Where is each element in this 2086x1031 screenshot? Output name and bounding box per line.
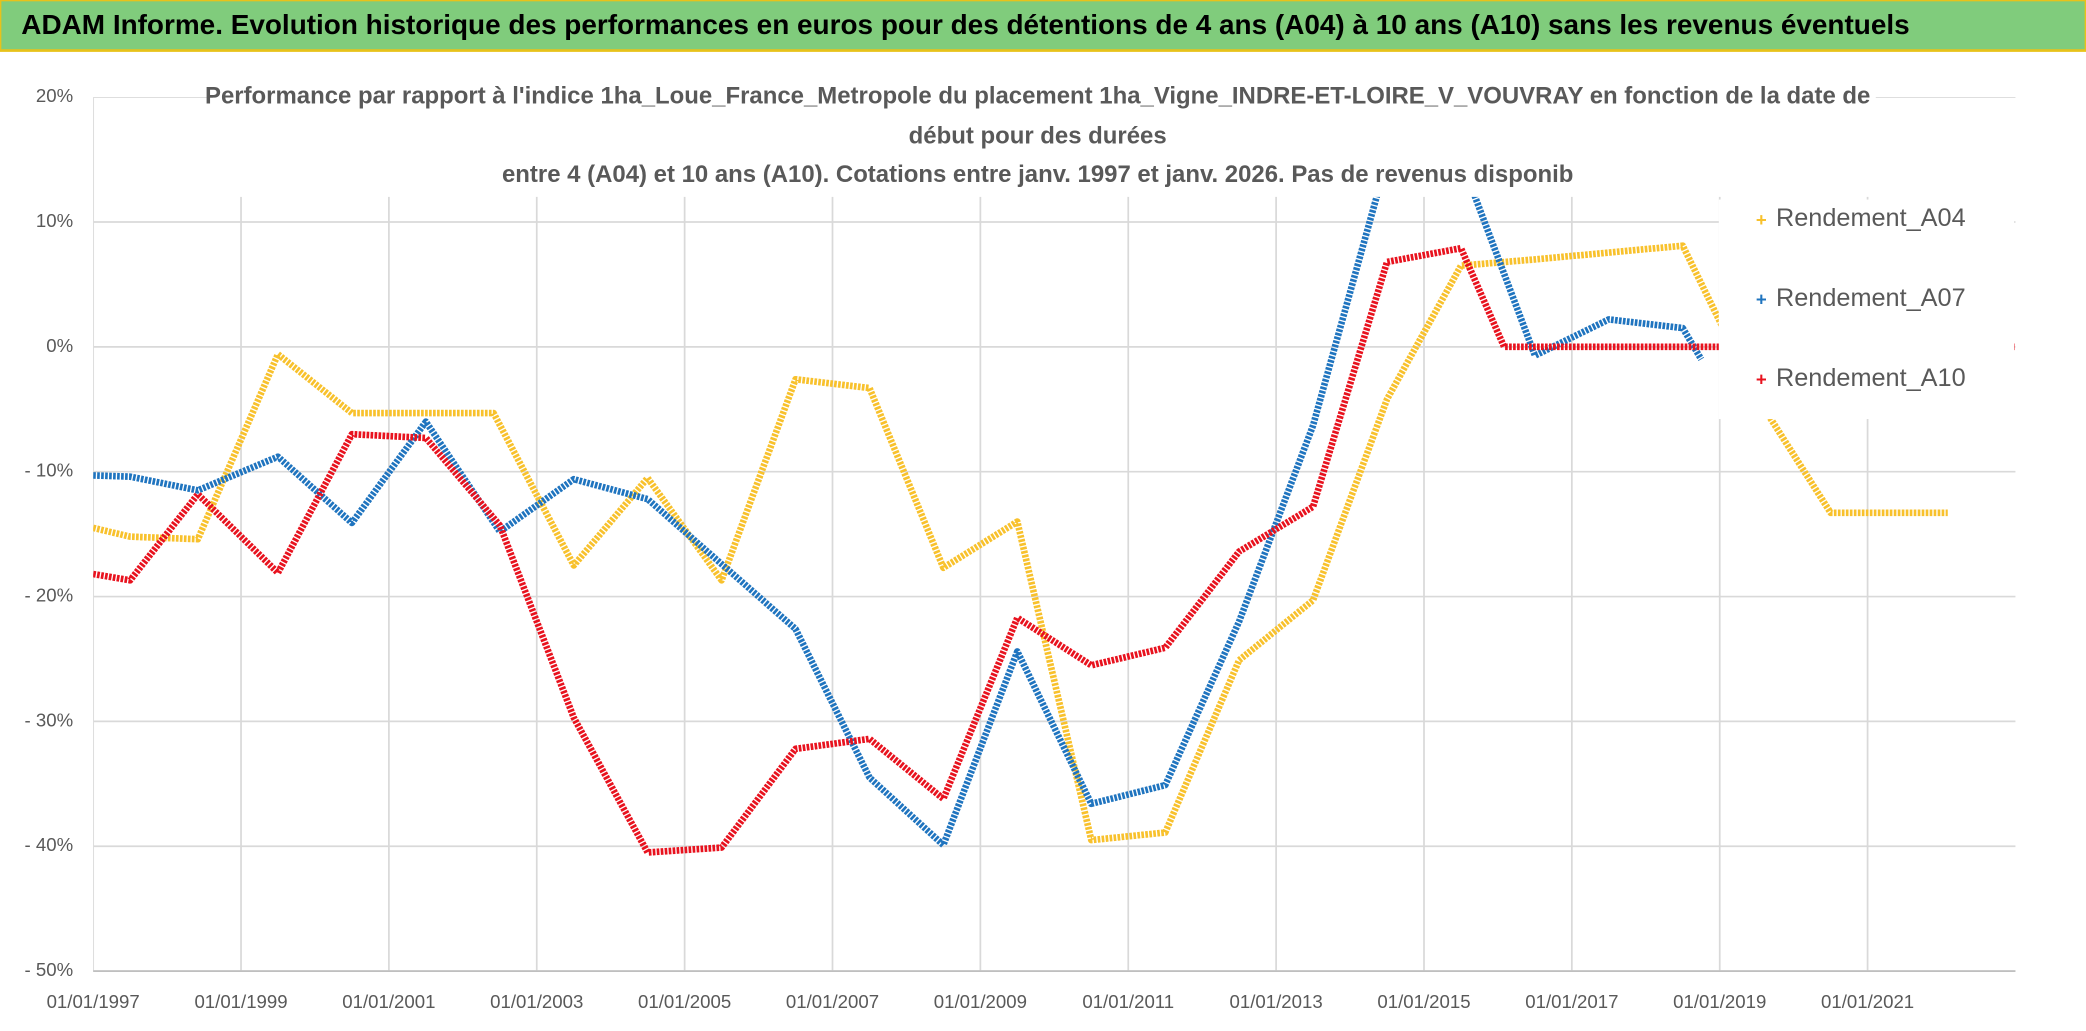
legend-marker: + (1756, 209, 1767, 230)
y-tick-label: 0% (46, 335, 73, 356)
header-title: ADAM Informe. Evolution historique des p… (21, 9, 1909, 40)
x-tick-label: 01/01/2001 (342, 991, 435, 1012)
x-tick-label: 01/01/1997 (47, 991, 140, 1012)
x-tick-label: 01/01/2009 (934, 991, 1027, 1012)
x-tick-label: 01/01/2015 (1377, 991, 1470, 1012)
y-tick-label: - 20% (25, 584, 74, 605)
header-bar (0, 0, 2086, 52)
y-tick-label: - 40% (25, 834, 74, 855)
series-line (93, 244, 2016, 856)
y-tick-label: - 50% (25, 959, 74, 980)
chart-title: début pour des durées (909, 122, 1167, 149)
x-tick-label: 01/01/2017 (1525, 991, 1618, 1012)
chart-title: Performance par rapport à l'indice 1ha_L… (205, 82, 1870, 109)
x-tick-label: 01/01/2013 (1230, 991, 1323, 1012)
y-tick-label: 20% (36, 85, 73, 106)
x-tick-label: 01/01/2003 (490, 991, 583, 1012)
legend-label: Rendement_A07 (1776, 284, 1966, 312)
x-tick-label: 01/01/1999 (194, 991, 287, 1012)
legend-label: Rendement_A10 (1776, 364, 1966, 392)
title-background (212, 74, 1876, 197)
chart-title: entre 4 (A04) et 10 ans (A10). Cotations… (502, 161, 1573, 188)
legend-marker: + (1756, 368, 1767, 389)
legend-box (1718, 199, 2015, 420)
legend-label: Rendement_A04 (1776, 204, 1966, 232)
y-tick-label: - 30% (25, 709, 74, 730)
y-tick-label: 10% (36, 210, 73, 231)
series-line (93, 242, 1948, 844)
x-tick-label: 01/01/2021 (1821, 991, 1914, 1012)
y-tick-label: - 10% (25, 460, 74, 481)
x-tick-label: 01/01/2011 (1082, 991, 1174, 1012)
x-tick-label: 01/01/2007 (786, 991, 879, 1012)
x-tick-label: 01/01/2019 (1673, 991, 1766, 1012)
legend-marker: + (1756, 289, 1767, 310)
x-tick-label: 01/01/2005 (638, 991, 731, 1012)
